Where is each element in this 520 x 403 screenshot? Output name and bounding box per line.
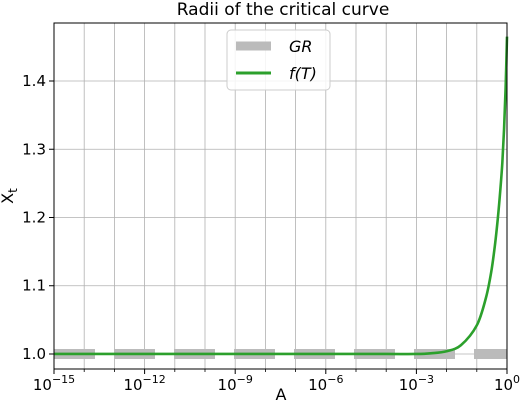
x-tick-label: 10−3 — [399, 373, 434, 394]
x-tick-label-exp: −6 — [327, 373, 343, 386]
x-axis-label: A — [276, 385, 287, 403]
y-axis-label: Xt — [0, 188, 20, 204]
plot-frame — [53, 22, 508, 370]
y-axis-label-sub: t — [6, 188, 20, 193]
x-tick-label-base: 10 — [218, 376, 237, 394]
y-tick-label: 1.2 — [22, 208, 46, 226]
y-tick-label: 1.3 — [22, 140, 46, 158]
x-tick-label: 10−12 — [123, 373, 165, 394]
x-tick-label: 10−15 — [33, 373, 75, 394]
x-tick-label-exp: −12 — [143, 373, 166, 386]
legend-label-ft: f(T) — [289, 64, 317, 83]
x-tick-label: 10−6 — [308, 373, 343, 394]
x-tick-label-base: 10 — [123, 376, 142, 394]
x-tick-label-exp: 0 — [513, 373, 520, 386]
y-tick-label: 1.0 — [22, 345, 46, 363]
chart-title: Radii of the critical curve — [177, 0, 390, 20]
x-tick-label-base: 10 — [308, 376, 327, 394]
y-axis-label-main: X — [0, 193, 17, 204]
x-axis: 10−15 10−12 10−9 10−6 10−3 100 — [33, 369, 520, 394]
x-tick-label-exp: −3 — [418, 373, 434, 386]
series-line-ft — [53, 36, 509, 356]
x-tick-label-exp: −9 — [237, 373, 253, 386]
y-tick-label: 1.1 — [22, 277, 46, 295]
x-tick-label-base: 10 — [33, 376, 52, 394]
y-tick-label: 1.4 — [22, 72, 46, 90]
legend: GR f(T) — [226, 29, 331, 91]
legend-label-gr: GR — [289, 37, 313, 56]
x-tick-label: 10−9 — [218, 373, 253, 394]
x-tick-label: 100 — [494, 373, 520, 394]
y-axis: 1.0 1.1 1.2 1.3 1.4 — [22, 72, 54, 363]
x-tick-label-exp: −15 — [52, 373, 75, 386]
x-tick-label-base: 10 — [494, 376, 513, 394]
x-tick-label-base: 10 — [399, 376, 418, 394]
series-layer — [53, 36, 509, 359]
